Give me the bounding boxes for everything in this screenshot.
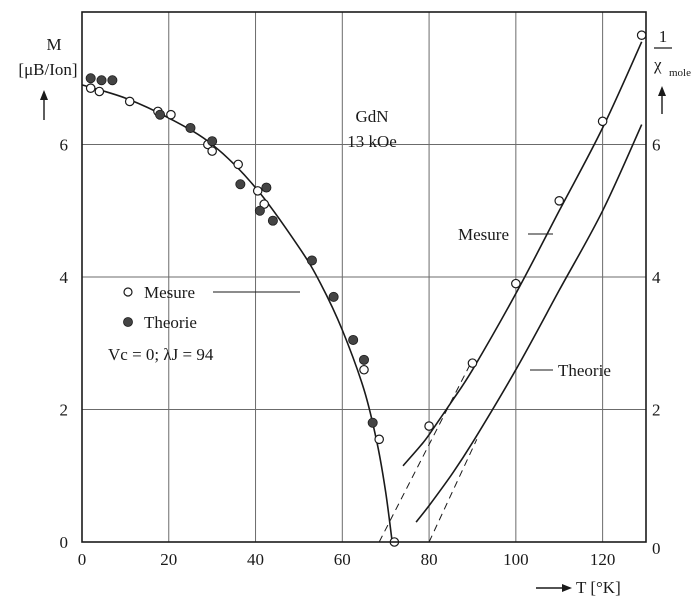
theorie-point-left-14	[367, 417, 378, 428]
y-right-tick-label: 0	[652, 539, 661, 558]
annotation-mesure: Mesure	[458, 225, 509, 244]
annotation-theorie: Theorie	[558, 361, 611, 380]
y-axis-left-arrow	[40, 90, 48, 120]
y-left-tick-label: 6	[60, 136, 69, 155]
x-tick-label: 100	[503, 550, 529, 569]
mesure-point-left-4	[166, 109, 176, 120]
plot-frame	[81, 11, 647, 543]
mesure-point-left-1	[94, 86, 105, 97]
extrapolation-line	[428, 439, 478, 543]
x-tick-label: 0	[78, 550, 87, 569]
y-left-tick-label: 2	[60, 401, 69, 420]
y-axis-right-title-subscript: mole	[669, 67, 691, 79]
y-right-tick-label: 2	[652, 401, 661, 420]
mesure-point-right-0	[424, 421, 434, 431]
y-axis-right-arrow	[658, 86, 666, 114]
theorie-point-left-7	[254, 205, 265, 216]
y-left-tick-label: 0	[60, 533, 69, 552]
theorie-point-left-10	[306, 255, 317, 266]
theorie-point-left-8	[261, 182, 272, 193]
data-points	[85, 30, 647, 547]
y-axis-left-title-unit: [μB/Ion]	[18, 60, 77, 79]
mesure-point-right-1	[467, 358, 478, 368]
x-tick-label: 80	[421, 550, 438, 569]
legend: Mesure Theorie Vc = 0; λJ = 94	[108, 283, 300, 364]
theorie-point-left-4	[185, 122, 196, 133]
grid	[82, 12, 646, 542]
theorie-point-left-6	[235, 179, 246, 190]
mesure-point-right-5	[636, 30, 647, 40]
mesure-point-left-11	[374, 434, 384, 445]
mesure-point-left-10	[359, 364, 369, 375]
theorie-point-left-2	[107, 75, 118, 86]
y-axis-right-title-numerator: 1	[659, 27, 668, 46]
curve-inverse-susceptibility-theory	[415, 124, 643, 523]
mesure-point-right-2	[511, 278, 521, 289]
chart-subtitle: 13 kOe	[347, 132, 397, 151]
y-right-tick-label: 6	[652, 136, 661, 155]
extrapolation-lines	[378, 359, 478, 543]
y-axis-left-title-main: M	[46, 35, 61, 54]
y-left-tick-label: 4	[60, 268, 69, 287]
theorie-point-left-12	[348, 334, 359, 345]
mesure-point-right-4	[597, 116, 608, 127]
mesure-point-left-2	[124, 96, 135, 107]
mesure-point-left-0	[85, 83, 96, 93]
theorie-point-left-5	[207, 136, 218, 147]
x-tick-label: 120	[590, 550, 616, 569]
legend-label-mesure: Mesure	[144, 283, 195, 302]
y-right-tick-label: 4	[652, 268, 661, 287]
x-tick-label: 20	[160, 550, 177, 569]
legend-label-theorie: Theorie	[144, 313, 197, 332]
theorie-point-left-3	[155, 109, 166, 120]
curve-magnetization-fit	[81, 84, 393, 543]
theorie-point-left-11	[328, 291, 339, 302]
mesure-point-left-8	[252, 186, 263, 196]
theorie-point-left-13	[358, 354, 369, 365]
chart-title: GdN	[355, 107, 388, 126]
mesure-point-left-6	[207, 146, 217, 156]
theorie-point-left-0	[85, 73, 96, 84]
curve-inverse-susceptibility-measured	[402, 41, 643, 467]
y-axis-right-title-denominator: χ	[653, 55, 662, 74]
x-tick-label: 60	[334, 550, 351, 569]
x-axis-arrow	[536, 584, 572, 592]
theorie-point-left-1	[96, 75, 107, 86]
x-axis-title: T [°K]	[576, 578, 621, 597]
extrapolation-line	[378, 359, 473, 543]
legend-marker-open	[123, 287, 133, 297]
legend-params: Vc = 0; λJ = 94	[108, 345, 214, 364]
mesure-point-left-7	[233, 159, 243, 170]
legend-marker-filled	[123, 317, 133, 327]
theorie-point-left-9	[267, 215, 278, 226]
x-tick-label: 40	[247, 550, 264, 569]
mesure-point-right-3	[554, 196, 565, 206]
